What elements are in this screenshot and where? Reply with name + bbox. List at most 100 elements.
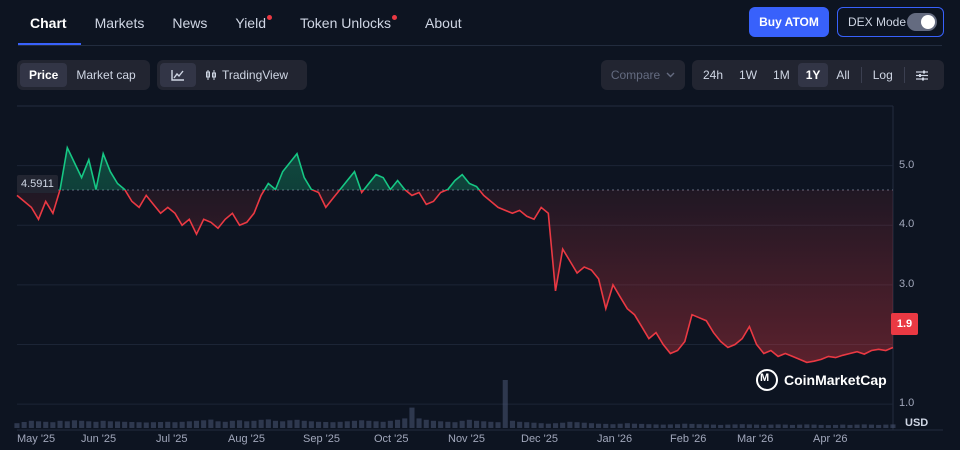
volume-bar	[416, 418, 422, 428]
volume-bar	[560, 422, 566, 428]
divider	[903, 67, 905, 83]
tab-label: Yield	[235, 15, 266, 31]
volume-bar	[667, 424, 673, 428]
volume-bar	[244, 421, 250, 428]
volume-bar	[115, 421, 121, 428]
range-1m-button[interactable]: 1M	[773, 68, 790, 82]
tradingview-button[interactable]: TradingView	[196, 63, 297, 87]
volume-bar	[775, 424, 781, 428]
volume-bar	[833, 424, 839, 428]
volume-bar	[545, 423, 551, 428]
volume-bar	[818, 424, 824, 428]
range-1w-button[interactable]: 1W	[739, 68, 758, 82]
notification-dot	[267, 14, 272, 20]
volume-bar	[710, 424, 716, 428]
volume-bar	[100, 420, 106, 428]
volume-bar	[409, 407, 415, 428]
volume-bar	[337, 421, 343, 428]
price-chart[interactable]	[0, 100, 960, 450]
volume-bar	[703, 424, 709, 428]
volume-bar	[445, 421, 451, 428]
volume-bar	[653, 424, 659, 428]
volume-bar	[725, 424, 731, 428]
current-price-label: 1.9	[891, 313, 918, 335]
volume-bar	[761, 424, 767, 428]
volume-bar	[768, 424, 774, 428]
volume-bar	[301, 420, 307, 428]
volume-bar	[868, 424, 874, 428]
volume-bar	[373, 421, 379, 428]
volume-bar	[316, 421, 322, 428]
volume-bar	[330, 422, 336, 428]
volume-bar	[50, 422, 56, 428]
volume-bar	[452, 422, 458, 428]
log-scale-button[interactable]: Log	[872, 68, 893, 82]
volume-bar	[718, 424, 724, 428]
chart-mode-switch: TradingView	[157, 60, 307, 90]
volume-bar	[251, 420, 257, 428]
volume-bar	[201, 420, 207, 428]
volume-bar	[308, 421, 314, 428]
volume-bar	[430, 420, 436, 428]
range-switch: 24h 1W 1M 1Y All Log	[692, 60, 944, 90]
market-cap-button[interactable]: Market cap	[76, 68, 136, 82]
volume-bar	[136, 422, 142, 428]
x-tick-label: Aug '25	[228, 433, 265, 445]
reference-price-label: 4.5911	[17, 175, 58, 193]
compare-label: Compare	[610, 68, 661, 82]
volume-bar	[107, 421, 113, 428]
volume-bar	[789, 424, 795, 428]
tab-token-unlocks[interactable]: Token Unlocks	[286, 0, 411, 46]
tab-about[interactable]: About	[411, 0, 476, 46]
line-chart-icon	[171, 70, 184, 81]
compare-dropdown[interactable]: Compare	[601, 60, 685, 90]
volume-bar	[57, 420, 63, 428]
tab-news[interactable]: News	[158, 0, 221, 46]
nav-tabs: Chart Markets News Yield Token Unlocks About	[18, 0, 476, 46]
volume-bar	[344, 421, 350, 428]
volume-bar	[122, 421, 128, 428]
candlestick-icon	[206, 70, 216, 80]
volume-bar	[64, 421, 70, 428]
x-tick-label: Jul '25	[156, 433, 188, 445]
volume-bar	[280, 421, 286, 428]
dex-mode-toggle[interactable]: DEX Mode	[837, 7, 944, 37]
volume-bar	[732, 424, 738, 428]
line-chart-button[interactable]	[160, 63, 196, 87]
volume-bar	[631, 423, 637, 428]
toggle-switch[interactable]	[907, 13, 937, 31]
volume-bar	[387, 420, 393, 428]
volume-bar	[574, 422, 580, 428]
volume-bar	[272, 420, 278, 428]
x-tick-label: May '25	[17, 433, 56, 445]
tab-label: About	[425, 15, 462, 31]
range-1y-button[interactable]: 1Y	[797, 63, 829, 87]
price-button[interactable]: Price	[20, 63, 68, 87]
volume-bar	[71, 420, 77, 428]
volume-bar	[567, 421, 573, 428]
tab-label: Markets	[94, 15, 145, 31]
volume-bar	[596, 423, 602, 428]
volume-bar	[380, 421, 386, 428]
volume-bar	[646, 424, 652, 428]
tab-chart[interactable]: Chart	[18, 0, 81, 46]
volume-bar	[402, 418, 408, 428]
chart-settings-button[interactable]	[908, 63, 936, 87]
volume-bar	[682, 423, 688, 428]
volume-bar	[158, 422, 164, 428]
tab-markets[interactable]: Markets	[81, 0, 159, 46]
tab-yield[interactable]: Yield	[221, 0, 286, 46]
y-tick-label: 3.0	[899, 277, 915, 290]
buy-button[interactable]: Buy ATOM	[749, 7, 829, 37]
volume-bar	[811, 424, 817, 428]
volume-bar	[754, 424, 760, 428]
volume-bar	[43, 421, 49, 428]
volume-bar	[782, 424, 788, 428]
x-tick-label: Nov '25	[448, 433, 485, 445]
price-line-below-reference	[16, 190, 894, 364]
volume-bar	[287, 420, 293, 428]
volume-bar	[86, 421, 92, 428]
range-24h-button[interactable]: 24h	[703, 68, 724, 82]
range-all-button[interactable]: All	[836, 68, 850, 82]
volume-bar	[495, 422, 501, 428]
